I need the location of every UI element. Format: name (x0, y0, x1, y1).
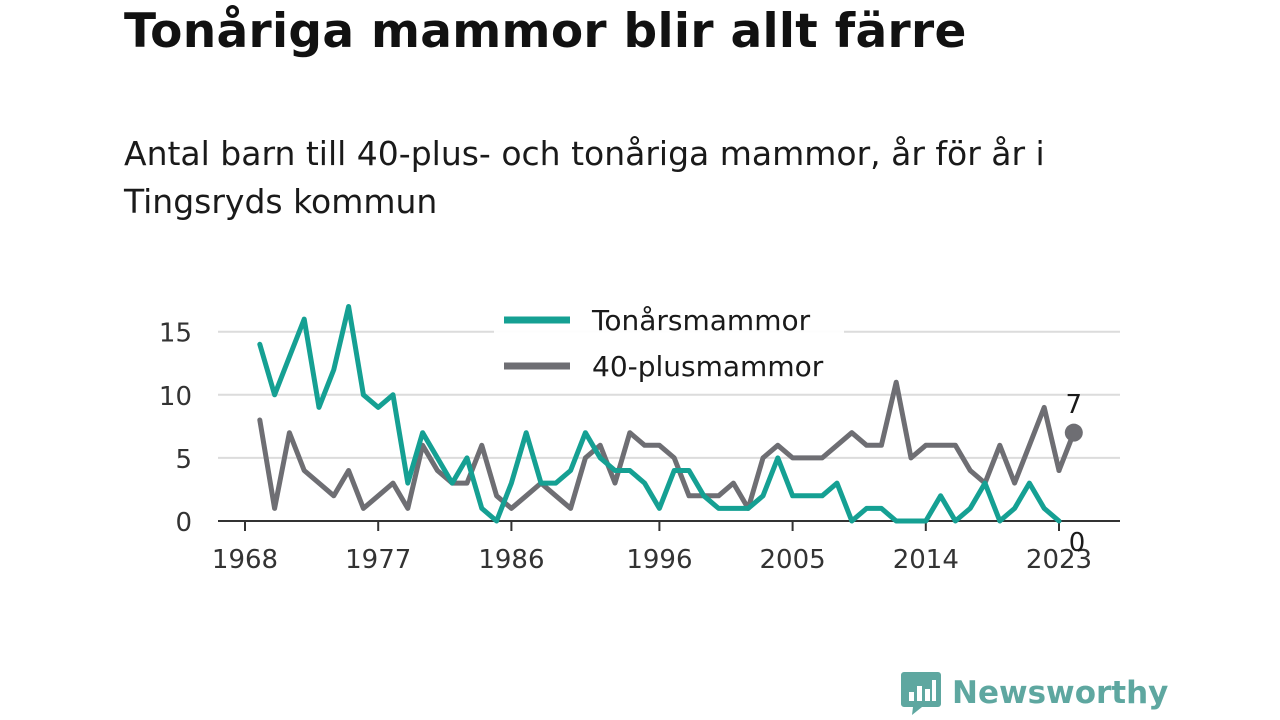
chart-subtitle: Antal barn till 40-plus- och tonåriga ma… (124, 134, 1045, 221)
legend-label: 40-plusmammor (592, 350, 824, 383)
end-annotations: 70 (1064, 390, 1086, 558)
end-label-tonarsmammor: 0 (1069, 528, 1086, 558)
chart-title: Tonåriga mammor blir allt färre (124, 4, 967, 59)
x-tick-label: 1968 (212, 545, 278, 575)
y-tick-label: 5 (175, 445, 192, 475)
x-tick-label: 1986 (478, 545, 544, 575)
x-tick-label: 1996 (626, 545, 692, 575)
end-point-marker (1064, 423, 1083, 442)
x-tick-label: 1977 (345, 545, 411, 575)
newsworthy-chart-bubble-icon (901, 672, 941, 715)
newsworthy-logo[interactable]: Newsworthy (900, 670, 1168, 716)
series-line-tonarsmammor (257, 304, 1062, 524)
brand-name: Newsworthy (952, 675, 1169, 711)
y-axis: 0 5 10 15 (159, 319, 192, 538)
legend-background (494, 292, 844, 390)
y-tick-label: 0 (175, 508, 192, 538)
y-tick-label: 10 (159, 382, 192, 412)
legend-label: Tonårsmammor (591, 304, 811, 337)
x-tick-label: 2005 (760, 545, 826, 575)
series-line-40-plusmammor (257, 379, 1062, 511)
y-tick-label: 15 (159, 319, 192, 349)
end-label-40-plusmammor: 7 (1066, 390, 1083, 420)
x-tick-label: 2014 (893, 545, 959, 575)
x-tick-label: 2023 (1026, 545, 1092, 575)
legend: Tonårsmammor 40-plusmammor (494, 292, 844, 390)
x-axis: 1968 1977 1986 1996 2005 2014 2023 (212, 520, 1120, 575)
